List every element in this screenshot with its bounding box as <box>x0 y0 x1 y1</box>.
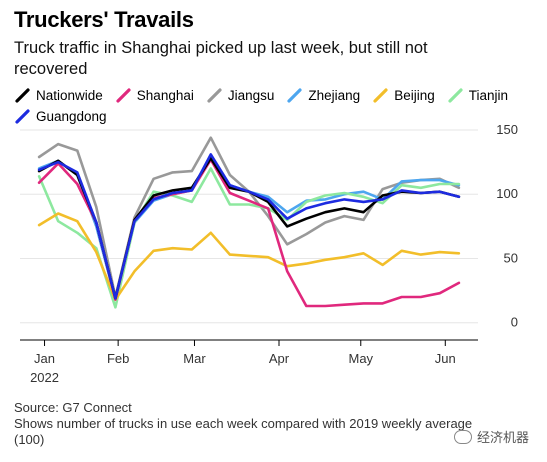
series-line-beijing <box>37 212 461 301</box>
legend-item-jiangsu: Jiangsu <box>206 87 275 104</box>
chart-footnote: Source: G7 Connect Shows number of truck… <box>14 400 494 448</box>
x-tick-label: Jan <box>34 351 55 366</box>
legend-item-tianjin: Tianjin <box>447 87 508 104</box>
legend-label: Shanghai <box>136 88 194 103</box>
x-tick-label: Mar <box>183 351 206 366</box>
legend-swatch-tianjin <box>448 88 463 103</box>
legend-label: Beijing <box>394 88 435 103</box>
legend-label: Jiangsu <box>227 88 275 103</box>
legend-swatch-guangdong <box>15 109 30 124</box>
x-tick-label: Apr <box>269 351 290 366</box>
x-year-label: 2022 <box>30 370 59 385</box>
note-text: Shows number of trucks in use each week … <box>14 416 473 447</box>
chart-legend: Nationwide Shanghai Jiangsu Zhejiang Beijing… <box>14 87 534 125</box>
legend-item-beijing: Beijing <box>372 87 435 104</box>
chart-subtitle: Truck traffic in Shanghai picked up last… <box>14 39 428 78</box>
legend-label: Nationwide <box>36 88 103 103</box>
legend-item-nationwide: Nationwide <box>14 87 103 104</box>
x-tick-label: Feb <box>107 351 129 366</box>
legend-item-zhejiang: Zhejiang <box>286 87 360 104</box>
legend-item-shanghai: Shanghai <box>115 87 194 104</box>
x-tick-label: May <box>348 351 373 366</box>
source-text: Source: G7 Connect <box>14 400 132 415</box>
x-tick-label: Jun <box>435 351 456 366</box>
y-tick-label: 150 <box>496 122 518 137</box>
y-tick-label: 50 <box>504 250 518 265</box>
legend-swatch-zhejiang <box>287 88 303 103</box>
legend-label: Zhejiang <box>308 88 361 103</box>
watermark: 经济机器 <box>453 427 529 446</box>
legend-label: Tianjin <box>468 88 509 103</box>
y-tick-label: 0 <box>511 315 518 330</box>
legend-swatch-jiangsu <box>207 88 222 103</box>
watermark-text: 经济机器 <box>476 430 529 445</box>
line-chart: 0 50 100 150 Jan Feb Mar Apr May Jun 2022 <box>20 122 518 385</box>
series-line-jiangsu <box>37 136 461 299</box>
legend-label: Guangdong <box>36 109 107 124</box>
y-tick-label: 100 <box>496 186 518 201</box>
legend-swatch-nationwide <box>15 88 30 103</box>
legend-swatch-shanghai <box>116 88 131 103</box>
series-line-guangdong <box>37 153 461 300</box>
chat-bubble-icon <box>453 429 472 444</box>
chart-title: Truckers' Travails <box>14 7 194 32</box>
legend-swatch-beijing <box>373 88 388 103</box>
legend-item-guangdong: Guangdong <box>14 108 107 125</box>
